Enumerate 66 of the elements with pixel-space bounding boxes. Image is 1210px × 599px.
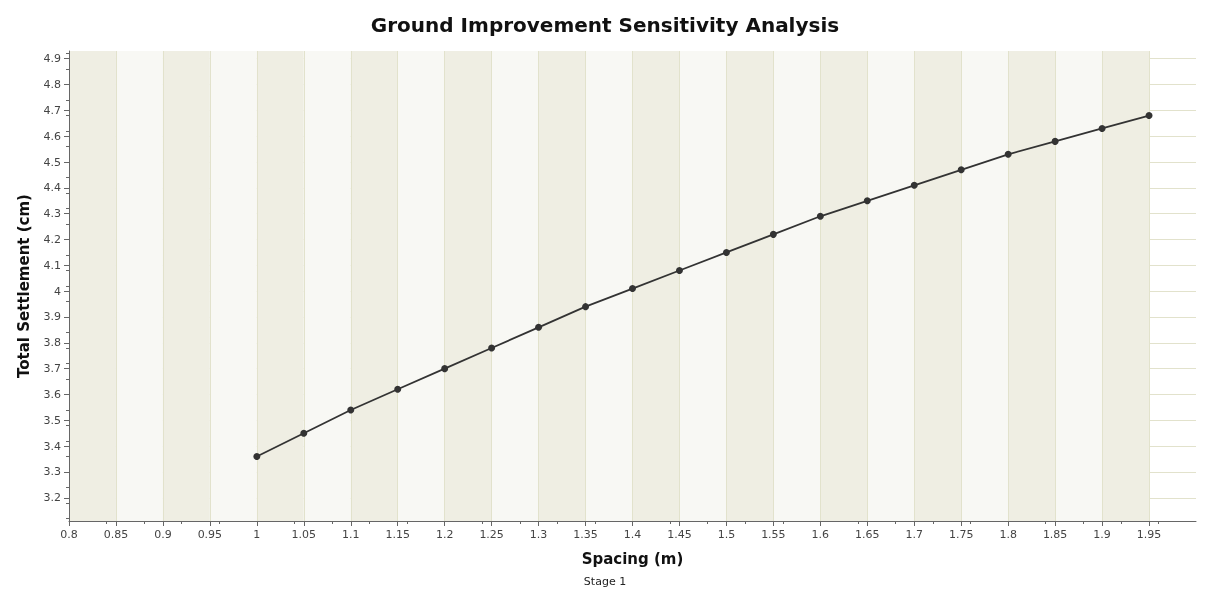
x-tick-label: 1.25 xyxy=(479,528,504,541)
x-tick-label: 1.85 xyxy=(1042,528,1068,541)
x-tick-label: 1.75 xyxy=(948,528,974,541)
x-tick-label: 1.5 xyxy=(717,528,736,541)
point xyxy=(1145,112,1153,120)
y-tick-label: 3.5 xyxy=(43,413,61,427)
x-tick-label: 0.85 xyxy=(103,528,129,541)
x-tick-label: 1.2 xyxy=(435,528,454,541)
y-tick-label: 4.5 xyxy=(43,155,61,169)
point xyxy=(629,285,636,293)
x-tick-label: 1.35 xyxy=(573,528,598,541)
point xyxy=(582,303,590,311)
point xyxy=(300,429,308,437)
point xyxy=(1098,124,1106,132)
x-tick-label: 0.9 xyxy=(154,528,172,541)
point xyxy=(910,181,918,189)
point xyxy=(535,323,543,331)
y-tick-label: 4 xyxy=(54,284,61,298)
y-tick-label: 4.3 xyxy=(43,207,61,221)
y-tick-label: 3.9 xyxy=(43,310,61,324)
y-tick-label: 4.4 xyxy=(43,181,61,195)
y-tick-label: 4.1 xyxy=(43,258,61,272)
y-tick-label: 4.8 xyxy=(43,78,61,92)
x-tick-label: 1.6 xyxy=(811,528,830,541)
point xyxy=(675,267,683,274)
x-tick-label: 1.1 xyxy=(342,528,360,541)
x-tick-label: 1.8 xyxy=(999,528,1017,541)
y-tick-label: 4.2 xyxy=(43,233,61,247)
point xyxy=(347,406,355,414)
point xyxy=(863,197,871,205)
y-tick-label: 3.4 xyxy=(43,439,61,453)
point xyxy=(394,385,402,393)
x-tick-label: 1.05 xyxy=(291,528,317,541)
x-tick-label: 1.9 xyxy=(1093,528,1111,541)
point xyxy=(1051,137,1059,145)
y-tick-label: 4.9 xyxy=(43,52,61,66)
x-tick-label: 0.95 xyxy=(197,528,223,541)
x-tick-label: 1.7 xyxy=(905,528,923,541)
x-tick-label: 1.65 xyxy=(855,528,880,541)
x-tick-label: 1.15 xyxy=(385,528,410,541)
point xyxy=(769,230,777,238)
x-tick-label: 0.8 xyxy=(60,528,78,541)
point xyxy=(722,248,730,256)
x-tick-label: 1.45 xyxy=(667,528,692,541)
x-tick-label: 1.4 xyxy=(623,528,642,541)
point xyxy=(957,166,965,174)
point xyxy=(488,344,496,352)
point xyxy=(253,452,261,460)
y-tick-label: 4.6 xyxy=(43,129,61,143)
x-axis-title: Spacing (m) xyxy=(581,549,684,568)
y-tick-label: 4.7 xyxy=(43,103,61,117)
x-tick-label: 1 xyxy=(253,528,261,541)
point xyxy=(1004,150,1012,158)
point xyxy=(441,365,449,373)
x-tick-label: 1.95 xyxy=(1136,528,1162,541)
y-tick-label: 3.2 xyxy=(43,491,61,505)
x-tick-label: 1.55 xyxy=(761,528,786,541)
chart-title: Ground Improvement Sensitivity Analysis xyxy=(370,13,840,37)
x-tick-label: 1.3 xyxy=(529,528,548,541)
text: Stage 1 xyxy=(583,575,627,588)
y-axis-title: Total Settlement (cm) xyxy=(14,194,33,378)
y-tick-label: 3.3 xyxy=(43,465,61,479)
point xyxy=(816,212,824,220)
y-tick-label: 3.7 xyxy=(43,362,61,376)
y-tick-label: 3.6 xyxy=(43,387,61,401)
y-tick-label: 3.8 xyxy=(43,336,61,350)
